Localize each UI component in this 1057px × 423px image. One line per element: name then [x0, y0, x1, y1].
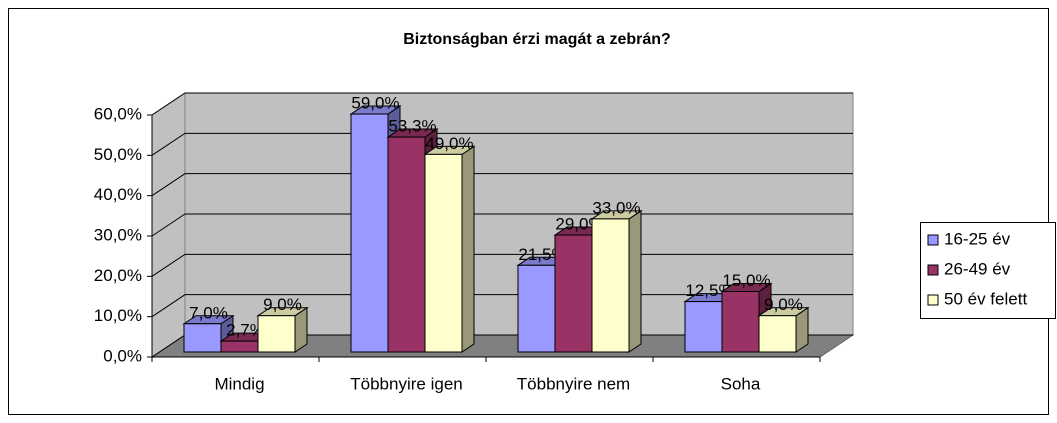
bar — [721, 291, 760, 353]
y-tick-label: 50,0% — [94, 145, 142, 164]
legend-box — [920, 222, 1056, 319]
bar — [220, 340, 259, 353]
value-label: 2,7% — [226, 321, 265, 340]
value-label: 49,0% — [425, 134, 473, 153]
bar — [554, 234, 593, 353]
y-tick-label: 40,0% — [94, 185, 142, 204]
grid-line — [151, 92, 853, 116]
y-tick-label: 30,0% — [94, 225, 142, 244]
legend-swatch — [927, 264, 939, 276]
bar — [183, 323, 222, 353]
bar — [517, 264, 556, 353]
bar — [350, 113, 389, 353]
grid-line — [151, 132, 853, 156]
bar — [257, 315, 296, 353]
value-label: 9,0% — [263, 295, 302, 314]
legend-swatch — [927, 234, 939, 246]
legend-swatch — [927, 294, 939, 306]
value-label: 15,0% — [722, 271, 770, 290]
value-label: 7,0% — [189, 303, 228, 322]
bar — [387, 136, 426, 353]
bar — [591, 218, 630, 353]
x-tick-label: Többnyire igen — [350, 374, 462, 393]
chart-title: Biztonságban érzi magát a zebrán? — [403, 31, 671, 48]
y-tick-label: 60,0% — [94, 104, 142, 123]
value-label: 59,0% — [351, 94, 399, 113]
bar-side — [461, 145, 475, 353]
bar — [684, 301, 723, 353]
bar — [424, 153, 463, 353]
x-tick-label: Mindig — [214, 374, 264, 393]
y-tick-label: 0,0% — [103, 346, 142, 365]
value-label: 53,3% — [388, 117, 436, 136]
y-tick-label: 20,0% — [94, 266, 142, 285]
y-tick-label: 10,0% — [94, 306, 142, 325]
value-label: 33,0% — [592, 198, 640, 217]
bar — [758, 315, 797, 353]
value-label: 9,0% — [764, 295, 803, 314]
bar-side — [628, 209, 642, 353]
x-tick-label: Többnyire nem — [517, 374, 630, 393]
x-tick-label: Soha — [721, 374, 761, 393]
grid-line — [151, 173, 853, 197]
legend-label: 50 év felett — [944, 289, 1027, 308]
legend-label: 26-49 év — [944, 259, 1011, 278]
legend-label: 16-25 év — [944, 229, 1011, 248]
